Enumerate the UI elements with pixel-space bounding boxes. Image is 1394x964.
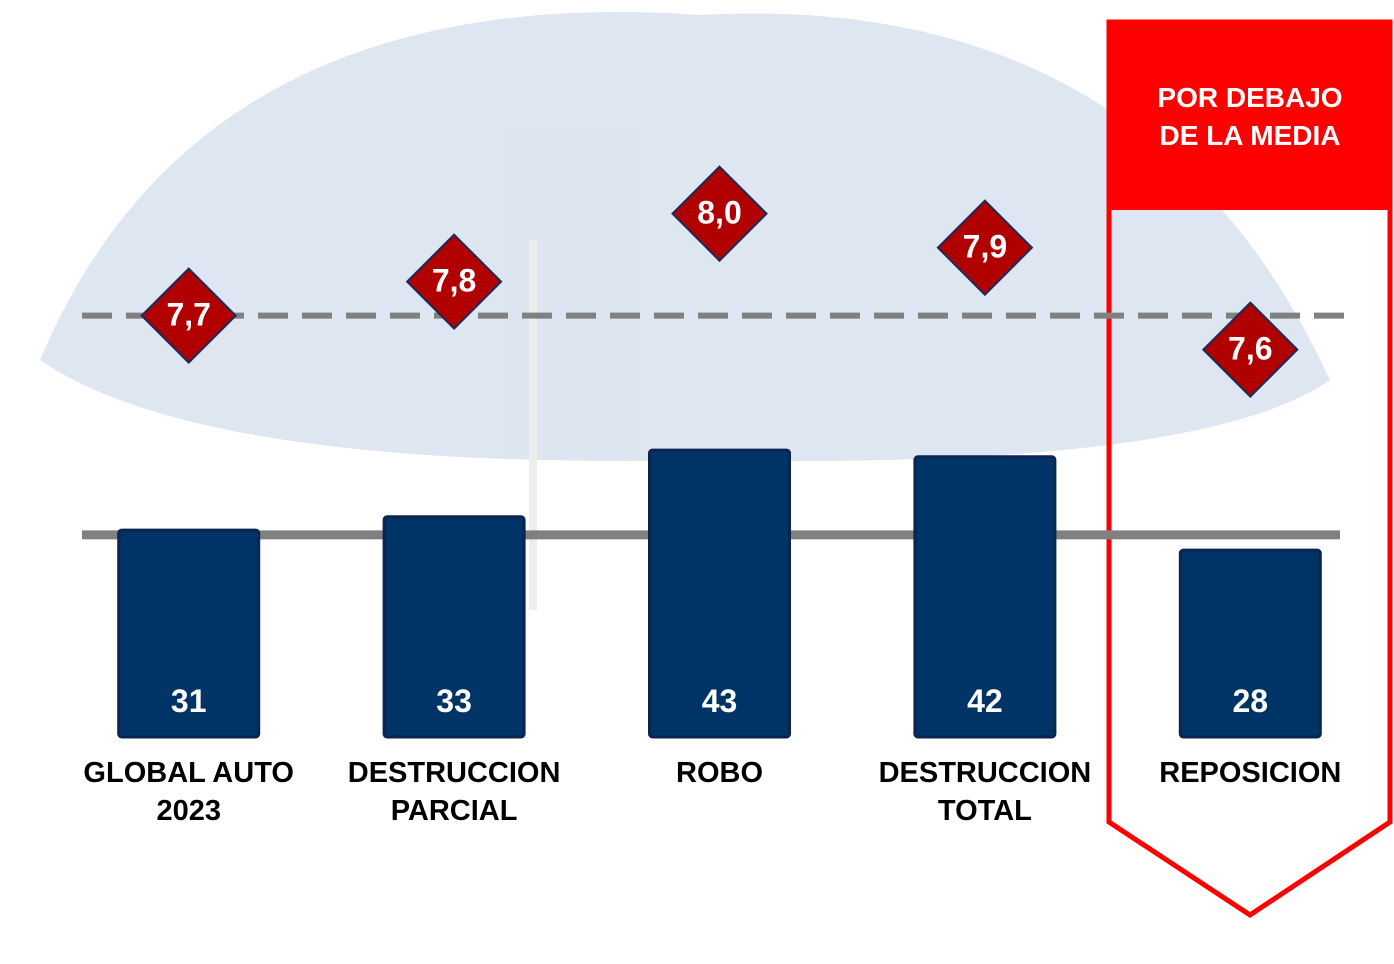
callout-header (1107, 20, 1392, 210)
diamond-marker (1201, 301, 1299, 399)
bar (913, 455, 1057, 739)
callout-text: POR DEBAJO DE LA MEDIA (1157, 82, 1342, 151)
value-label: 8,0 (697, 195, 741, 231)
diamond-marker (140, 267, 238, 365)
value-label: 7,9 (963, 229, 1007, 265)
diamond-marker (936, 199, 1034, 297)
value-label: 31 (171, 683, 207, 719)
diamond-marker (405, 233, 503, 331)
bar (648, 448, 791, 739)
background (40, 12, 1330, 610)
value-label: 7,6 (1228, 331, 1272, 367)
x-tick-label: DESTRUCCION TOTAL (879, 757, 1092, 827)
value-label: 7,7 (166, 297, 210, 333)
x-tick-label: REPOSICION (1159, 757, 1341, 789)
value-label: 33 (436, 683, 472, 719)
value-label: 28 (1233, 683, 1269, 719)
bar (382, 515, 526, 739)
umbrella (40, 12, 1330, 461)
x-tick-label: ROBO (676, 757, 763, 789)
value-label: 7,8 (432, 263, 476, 299)
value-label: 42 (967, 683, 1003, 719)
bar (117, 528, 261, 739)
value-label: 43 (702, 683, 738, 719)
x-tick-label: GLOBAL AUTO 2023 (83, 757, 294, 827)
bar (1178, 548, 1322, 739)
diamond-marker (671, 165, 768, 263)
x-tick-label: DESTRUCCION PARCIAL (348, 757, 561, 827)
